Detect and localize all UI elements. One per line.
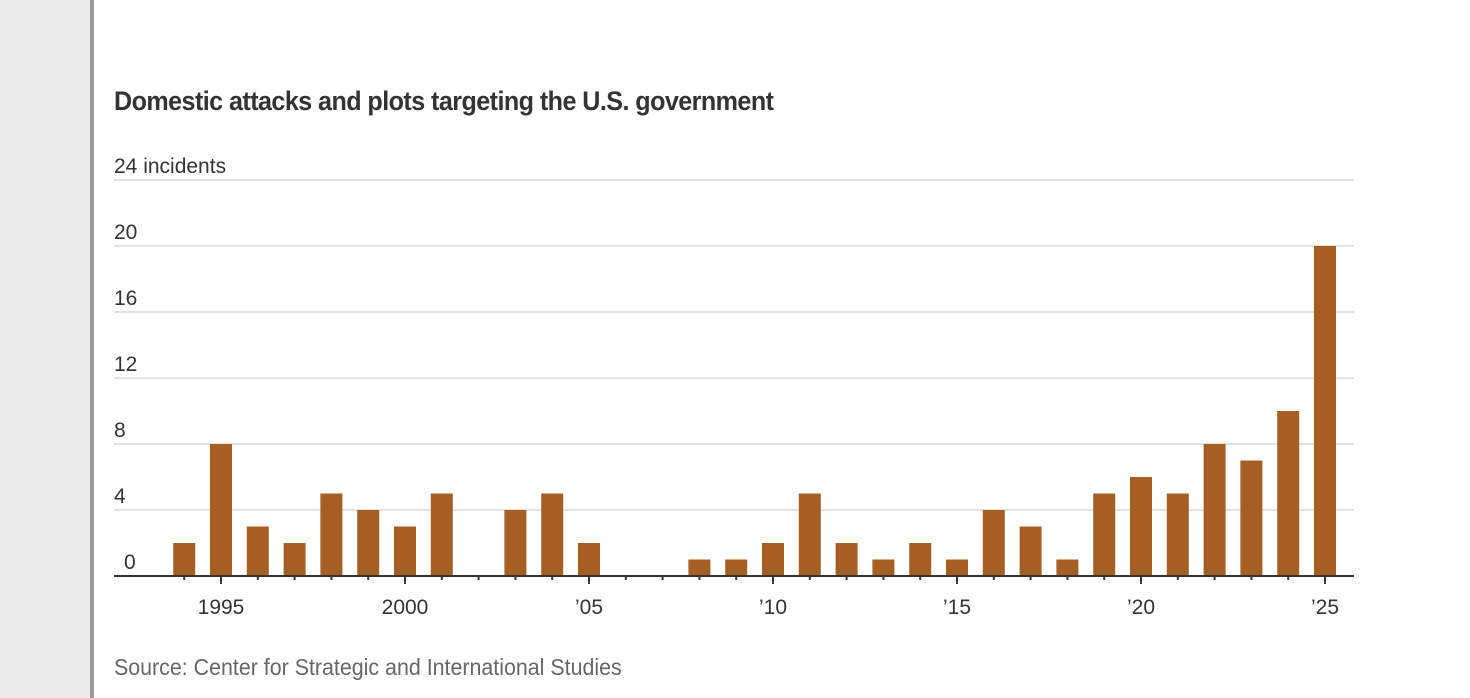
left-border-rule xyxy=(90,0,94,698)
bar-2018 xyxy=(1056,559,1079,576)
x-axis-tick-labels: 1995 2000 ’05 ’10 ’15 ’20 ’25 xyxy=(198,596,1339,619)
bar-2001 xyxy=(430,493,453,576)
bar-2020 xyxy=(1130,477,1152,576)
bar-2025 xyxy=(1314,246,1336,576)
bar-1996 xyxy=(246,526,269,576)
bar-2024 xyxy=(1277,411,1300,576)
x-tick-label: 2000 xyxy=(382,596,429,619)
y-tick-label: 16 xyxy=(114,287,137,310)
bar-2015 xyxy=(946,559,968,576)
y-tick-label: 20 xyxy=(114,221,137,244)
chart-title: Domestic attacks and plots targeting the… xyxy=(114,86,774,116)
chart-panel xyxy=(94,0,1470,698)
gridlines xyxy=(114,179,1354,511)
bar-2009 xyxy=(725,559,748,576)
bar-2019 xyxy=(1093,493,1116,576)
y-tick-label: 8 xyxy=(114,419,126,442)
x-tick-label: ’25 xyxy=(1311,596,1339,619)
bar-2011 xyxy=(798,493,821,576)
y-tick-label: 0 xyxy=(124,551,136,574)
y-axis-tick-labels: 0 4 8 12 16 20 24 incidents xyxy=(114,155,226,574)
x-axis xyxy=(114,575,1354,584)
bar-2021 xyxy=(1166,493,1189,576)
bar-2023 xyxy=(1240,460,1263,576)
bar-2014 xyxy=(909,543,932,576)
y-tick-label: 24 incidents xyxy=(114,155,226,178)
source-note: Source: Center for Strategic and Interna… xyxy=(114,654,622,680)
bar-2004 xyxy=(541,493,564,576)
bar-2003 xyxy=(504,510,527,576)
bar-2012 xyxy=(835,543,858,576)
bar-2022 xyxy=(1203,444,1226,576)
bar-1995 xyxy=(210,444,232,576)
bar-1994 xyxy=(173,543,196,576)
bar-2017 xyxy=(1019,526,1042,576)
bar-2013 xyxy=(872,559,895,576)
bar-2000 xyxy=(394,526,416,576)
x-tick-label: ’05 xyxy=(575,596,603,619)
x-tick-label: ’10 xyxy=(759,596,787,619)
bar-2008 xyxy=(688,559,711,576)
x-tick-label: ’15 xyxy=(943,596,971,619)
bar-2016 xyxy=(982,510,1005,576)
x-tick-label: ’20 xyxy=(1127,596,1155,619)
bar-1998 xyxy=(320,493,343,576)
left-gutter xyxy=(0,0,90,698)
x-tick-label: 1995 xyxy=(198,596,245,619)
bar-1999 xyxy=(357,510,380,576)
y-tick-label: 4 xyxy=(114,485,126,508)
bar-2010 xyxy=(762,543,784,576)
bar-1997 xyxy=(283,543,306,576)
y-tick-label: 12 xyxy=(114,353,137,376)
bar-2005 xyxy=(578,543,600,576)
bars xyxy=(173,246,1336,576)
